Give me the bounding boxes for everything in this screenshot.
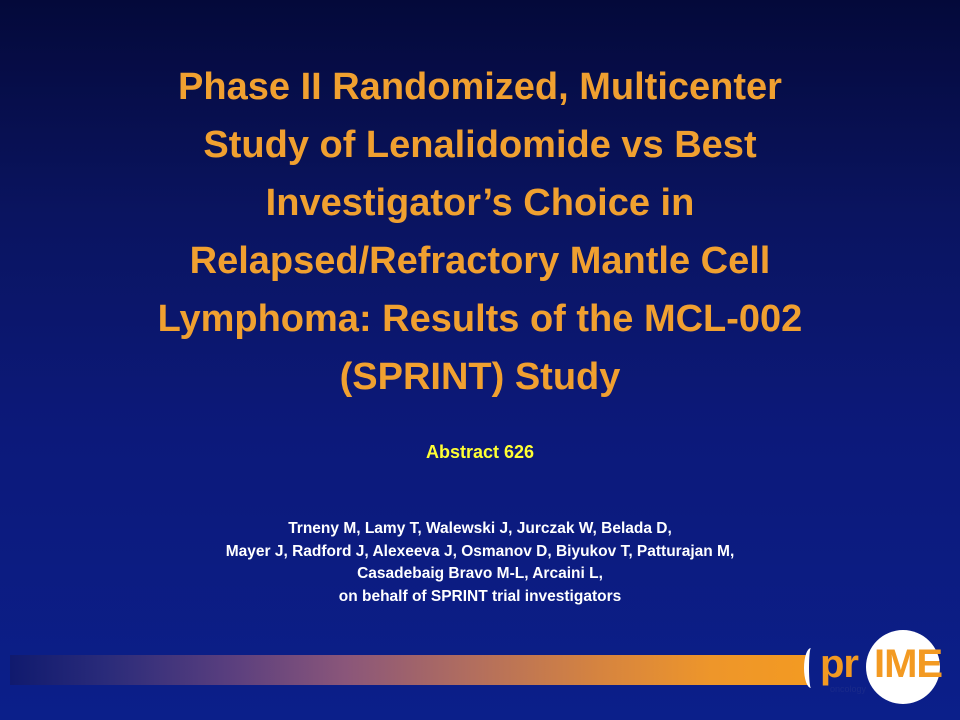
author-line: Mayer J, Radford J, Alexeeva J, Osmanov … [225, 542, 735, 560]
logo-text-ime: IME [874, 642, 943, 686]
abstract-number: Abstract 626 [425, 442, 535, 462]
title-line: Relapsed/Refractory Mantle Cell [189, 240, 771, 282]
title-line: (SPRINT) Study [339, 356, 621, 398]
author-line: on behalf of SPRINT trial investigators [338, 587, 622, 605]
title-line: Study of Lenalidomide vs Best [203, 124, 757, 166]
title-line: Lymphoma: Results of the MCL-002 [157, 298, 803, 340]
author-line: Casadebaig Bravo M-L, Arcaini L, [357, 565, 603, 582]
author-list: Trneny M, Lamy T, Walewski J, Jurczak W,… [60, 518, 900, 608]
footer-gradient-bar [10, 655, 808, 685]
logo-circle [866, 630, 940, 704]
prime-oncology-logo: pr IME oncology [800, 628, 950, 708]
logo-bracket-icon [804, 648, 818, 688]
title-line: Investigator’s Choice in [265, 182, 695, 224]
author-line: Trneny M, Lamy T, Walewski J, Jurczak W,… [288, 520, 672, 537]
logo-text-pr: pr [820, 642, 859, 686]
title-line: Phase II Randomized, Multicenter [178, 66, 782, 108]
logo-subtitle: oncology [830, 684, 867, 694]
slide-title: Phase II Randomized, Multicenter Study o… [40, 58, 920, 406]
